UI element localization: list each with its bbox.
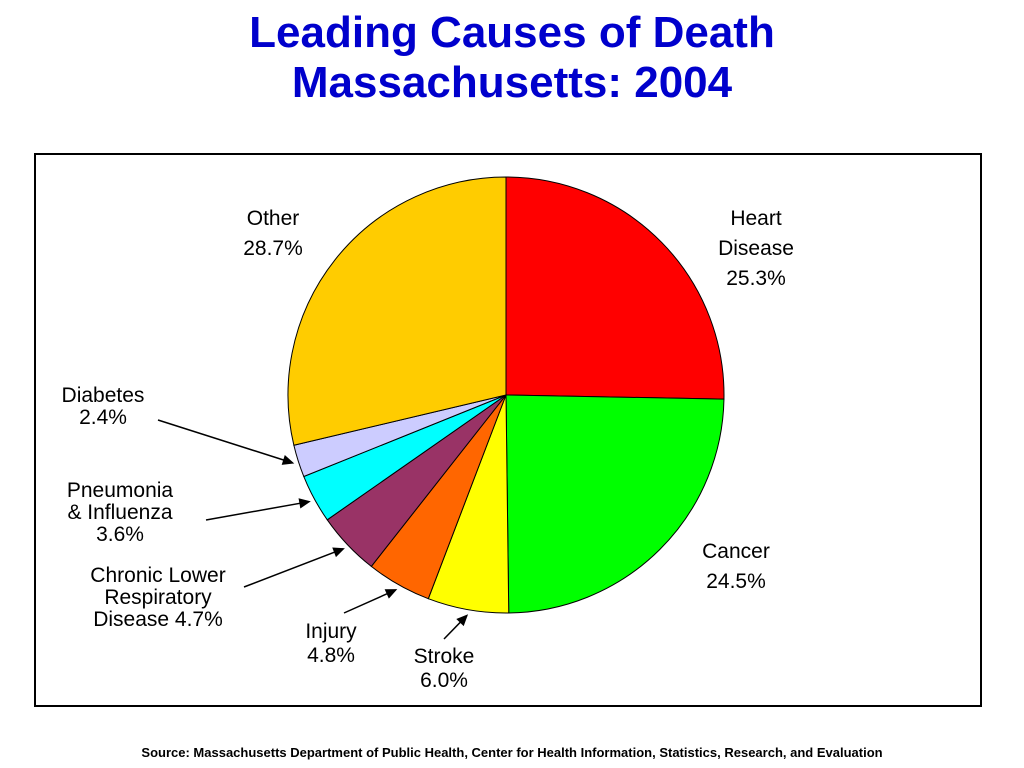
slice-label-injury: Injury 4.8%: [305, 620, 357, 667]
leader-line-injury-arrowhead: [384, 589, 398, 599]
chart-frame: Heart Disease 25.3% Cancer 24.5% Stroke …: [34, 153, 982, 707]
slice-label-cancer: Cancer 24.5%: [702, 540, 770, 593]
chart-title-line-2: Massachusetts: 2004: [291, 58, 733, 107]
pie-slice-cancer: [505, 394, 725, 614]
slice-label-pneumonia-influenza: Pneumonia & Influenza 3.6%: [66, 479, 174, 546]
slice-label-chronic-lower-respiratory: Chronic Lower Respiratory Disease 4.7%: [90, 564, 226, 631]
leader-line-chronic-lower-respiratory: [243, 548, 344, 588]
pie-slice-other: [287, 176, 507, 446]
leader-line-chronic-lower-respiratory-arrowhead: [332, 547, 345, 558]
pie-slice-heart-disease: [505, 176, 725, 400]
leader-line-diabetes: [157, 419, 293, 464]
slice-label-other: Other 28.7%: [243, 207, 303, 260]
leader-line-pneumonia-influenza-arrowhead: [298, 498, 311, 509]
leader-line-pneumonia-influenza: [205, 500, 310, 521]
leader-line-diabetes-arrowhead: [281, 455, 295, 465]
chart-title: Leading Causes of Death Massachusetts: 2…: [0, 8, 1024, 108]
slice-label-diabetes: Diabetes 2.4%: [61, 384, 145, 429]
leader-line-stroke-arrowhead: [456, 614, 469, 627]
slice-label-heart-disease: Heart Disease 25.3%: [718, 207, 794, 290]
pie-chart: [157, 176, 725, 640]
slice-label-stroke: Stroke 6.0%: [413, 645, 475, 692]
source-note: Source: Massachusetts Department of Publ…: [141, 745, 883, 760]
chart-title-line-1: Leading Causes of Death: [249, 8, 775, 57]
